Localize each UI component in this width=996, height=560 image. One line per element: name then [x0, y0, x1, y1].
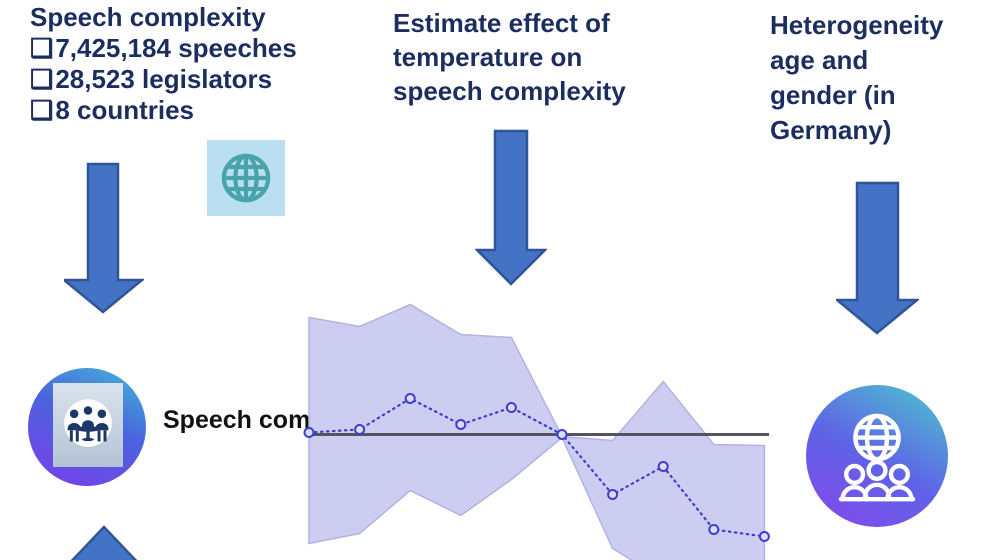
estimate-line-1: Estimate effect of: [393, 8, 610, 38]
globe-icon: [221, 153, 271, 203]
effect-point-marker: [303, 427, 315, 438]
effect-point-marker: [758, 531, 770, 542]
bullet-speeches: ❑7,425,184 speeches: [30, 33, 297, 64]
dataset-summary-block: Speech complexity ❑7,425,184 speeches ❑2…: [30, 2, 297, 126]
people-meeting-table-icon: [28, 368, 146, 486]
heterogeneity-line-4: Germany): [770, 115, 892, 145]
effect-estimate-chart: [303, 303, 770, 560]
globe-over-people-icon: [806, 385, 948, 527]
heterogeneity-line-3: gender (in: [770, 80, 896, 110]
down-arrow-middle: [475, 129, 547, 286]
globe-grid-icon: [207, 140, 285, 216]
heterogeneity-line-1: Heterogeneity: [770, 10, 944, 40]
square-bullet-icon: ❑: [30, 95, 54, 125]
effect-point-marker: [657, 461, 669, 472]
effect-estimate-line: [307, 397, 766, 538]
down-arrow-right: [836, 181, 919, 335]
estimate-line-2: temperature on: [393, 42, 583, 72]
bullet-speeches-text: 7,425,184 speeches: [55, 33, 297, 63]
bullet-countries: ❑8 countries: [30, 95, 297, 126]
effect-point-marker: [708, 524, 720, 535]
estimate-line-3: speech complexity: [393, 76, 626, 106]
square-bullet-icon: ❑: [30, 64, 54, 94]
effect-point-marker: [505, 402, 517, 413]
bullet-legislators: ❑28,523 legislators: [30, 64, 297, 95]
square-bullet-icon: ❑: [30, 33, 54, 63]
meeting-people-icon: [64, 399, 112, 447]
effect-point-marker: [404, 393, 416, 404]
population-globe-icon: [838, 413, 916, 502]
down-arrow-left: [64, 162, 144, 314]
estimate-effect-block: Estimate effect of temperature on speech…: [393, 6, 626, 108]
up-arrow-bottom-clipped: [70, 525, 138, 560]
meeting-illustration-panel: [53, 383, 123, 467]
bullet-countries-text: 8 countries: [55, 95, 195, 125]
effect-point-marker: [556, 429, 568, 440]
label-line-1: Speech: [163, 406, 252, 434]
effect-point-marker: [607, 489, 619, 500]
effect-point-marker: [455, 419, 467, 430]
heterogeneity-block: Heterogeneity age and gender (in Germany…: [770, 8, 943, 148]
confidence-band: [308, 303, 766, 560]
effect-point-marker: [354, 424, 366, 435]
heterogeneity-line-2: age and: [770, 45, 869, 75]
dataset-title: Speech complexity: [30, 2, 266, 32]
bullet-legislators-text: 28,523 legislators: [55, 64, 273, 94]
